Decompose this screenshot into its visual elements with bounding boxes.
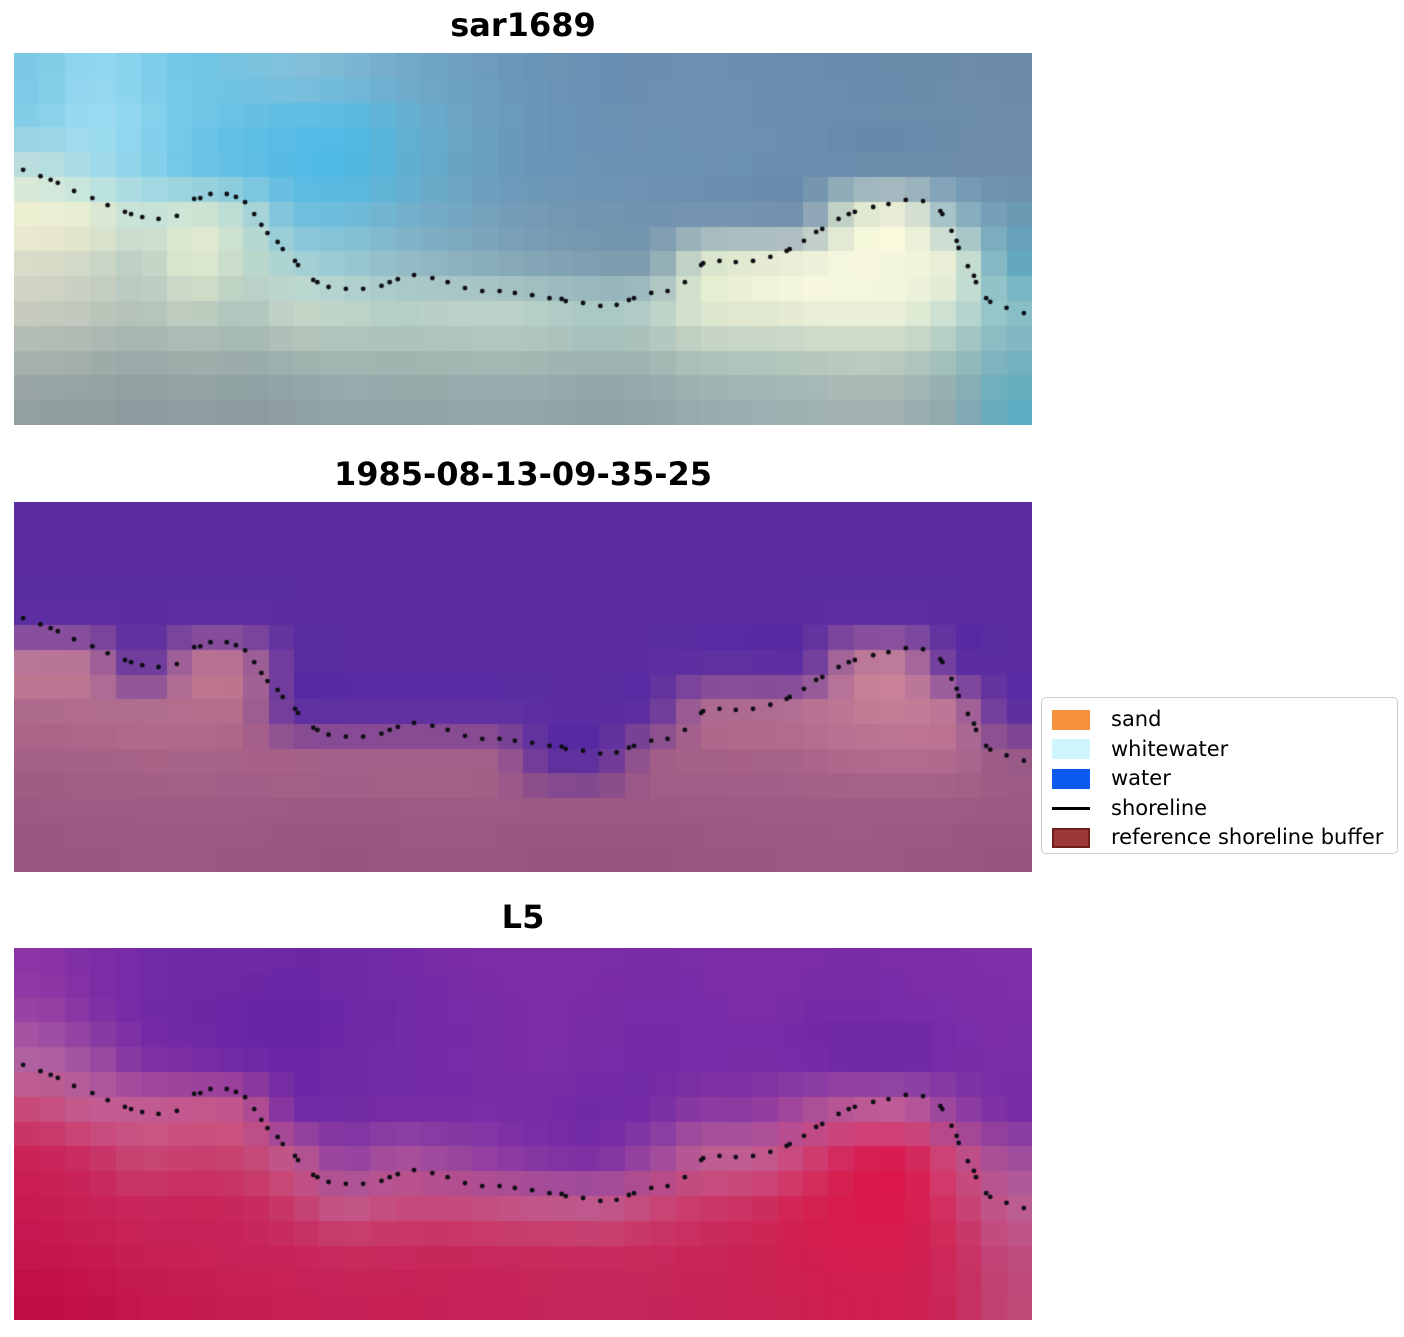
legend-item-water: water: [1052, 764, 1397, 794]
legend-item-whitewater: whitewater: [1052, 735, 1397, 765]
whitewater-swatch-icon: [1052, 739, 1090, 760]
panel-title-sar1689: sar1689: [450, 6, 596, 44]
legend-item-reference-shoreline-buffer: reference shoreline buffer: [1052, 823, 1397, 853]
panel-image-l5: [14, 948, 1032, 1320]
shoreline-line-icon: [1052, 806, 1090, 810]
panel-image-classified: [14, 502, 1032, 872]
panel-title-classified-date: 1985-08-13-09-35-25: [333, 455, 713, 493]
legend-label-sand: sand: [1111, 707, 1162, 732]
reference-shoreline-buffer-swatch-icon: [1052, 827, 1090, 848]
water-swatch-icon: [1052, 768, 1090, 789]
legend-label-whitewater: whitewater: [1111, 736, 1229, 761]
legend-label-water: water: [1111, 766, 1171, 791]
legend: sand whitewater water shoreline referenc…: [1041, 697, 1398, 854]
sand-swatch-icon: [1052, 709, 1090, 730]
panel-title-l5: L5: [501, 898, 545, 936]
legend-label-shoreline: shoreline: [1111, 795, 1208, 820]
panel-image-sar1689: [14, 53, 1032, 425]
legend-label-reference-shoreline-buffer: reference shoreline buffer: [1111, 825, 1384, 850]
legend-item-shoreline: shoreline: [1052, 794, 1397, 824]
legend-item-sand: sand: [1052, 705, 1397, 735]
